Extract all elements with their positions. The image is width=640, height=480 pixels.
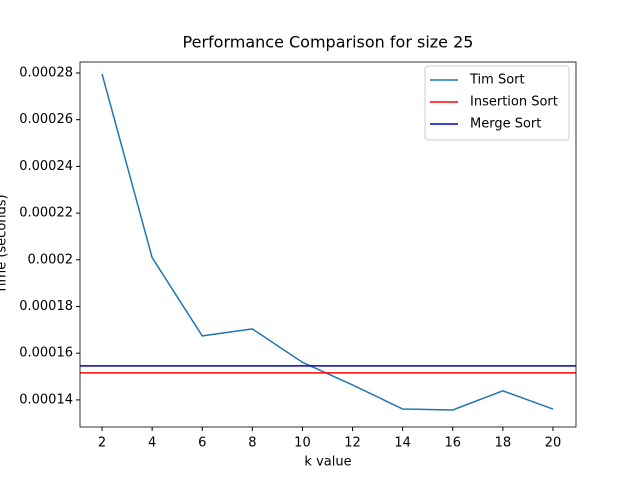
x-tick-label: 16 bbox=[444, 436, 461, 451]
y-tick-label: 0.00018 bbox=[19, 299, 73, 314]
y-tick-label: 0.00024 bbox=[19, 159, 73, 174]
x-tick-label: 20 bbox=[545, 436, 562, 451]
y-tick-label: 0.00014 bbox=[19, 392, 73, 407]
axes-frame bbox=[79, 61, 577, 428]
line-series bbox=[101, 73, 554, 411]
y-axis-label: Time (seconds) bbox=[0, 194, 10, 294]
x-tick-label: 6 bbox=[198, 436, 206, 451]
y-tick-label: 0.00022 bbox=[19, 206, 73, 221]
chart-title: Performance Comparison for size 25 bbox=[183, 33, 474, 52]
x-tick-label: 12 bbox=[344, 436, 361, 451]
x-tick-label: 4 bbox=[148, 436, 156, 451]
legend: Tim Sort Insertion Sort Merge Sort bbox=[424, 65, 570, 141]
y-tick-label: 0.00016 bbox=[19, 346, 73, 361]
x-tick-label: 14 bbox=[394, 436, 411, 451]
legend-label: Merge Sort bbox=[470, 117, 541, 132]
y-tick-label: 0.0002 bbox=[28, 252, 74, 267]
y-tick-label: 0.00026 bbox=[19, 112, 73, 127]
x-tick-label: 2 bbox=[98, 436, 106, 451]
legend-label: Tim Sort bbox=[469, 73, 525, 88]
x-tick-label: 18 bbox=[495, 436, 512, 451]
legend-frame bbox=[424, 65, 570, 141]
legend-label: Insertion Sort bbox=[470, 95, 558, 110]
x-axis-label: k value bbox=[304, 455, 351, 470]
x-tick-label: 10 bbox=[294, 436, 311, 451]
y-tick-label: 0.00028 bbox=[19, 65, 73, 80]
x-tick-label: 8 bbox=[248, 436, 256, 451]
